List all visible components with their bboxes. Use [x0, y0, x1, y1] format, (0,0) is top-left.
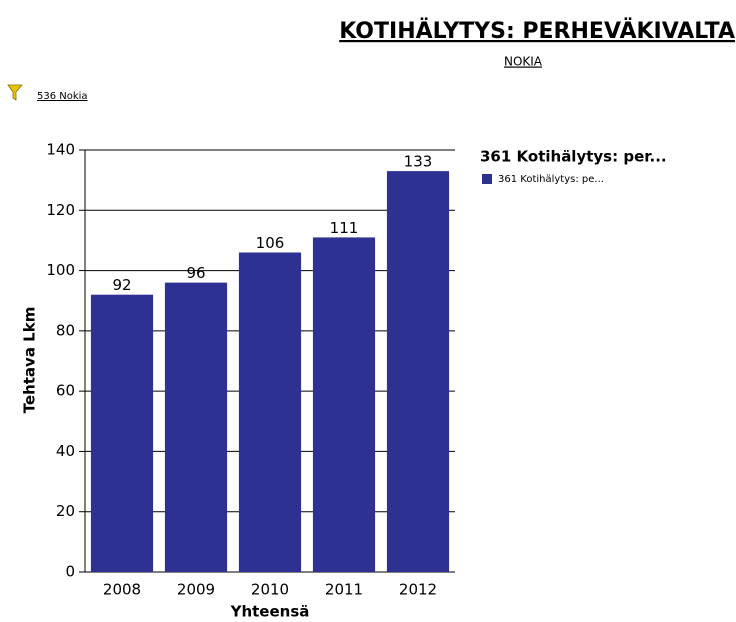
value-label: 133 [404, 153, 433, 171]
chart-subtitle: NOKIA [504, 55, 543, 69]
x-tick-label: 2009 [177, 581, 215, 599]
y-tick-label: 40 [56, 442, 75, 460]
value-label: 111 [330, 219, 359, 237]
y-tick-label: 20 [56, 502, 75, 520]
bar [312, 237, 376, 572]
y-axis-title: Tehtava Lkm [21, 307, 39, 414]
x-tick-label: 2011 [325, 581, 363, 599]
bar [90, 294, 154, 572]
legend-title: 361 Kotihälytys: per... [480, 148, 667, 166]
value-label: 92 [112, 276, 131, 294]
bar [164, 282, 228, 572]
chart-title: KOTIHÄLYTYS: PERHEVÄKIVALTA [339, 18, 735, 44]
x-axis-title: Yhteensä [230, 603, 310, 621]
y-tick-label: 100 [46, 261, 75, 279]
x-tick-label: 2008 [103, 581, 141, 599]
bar [386, 171, 450, 572]
filter-link[interactable]: 536 Nokia [37, 91, 88, 102]
legend-swatch [482, 174, 492, 184]
bar [238, 252, 302, 572]
value-label: 106 [256, 234, 285, 252]
x-tick-label: 2012 [399, 581, 437, 599]
y-tick-label: 60 [56, 382, 75, 400]
y-tick-label: 0 [65, 563, 75, 581]
filter-icon[interactable] [7, 84, 23, 101]
y-tick-label: 140 [46, 141, 75, 159]
legend-label: 361 Kotihälytys: pe... [498, 174, 604, 185]
y-tick-label: 120 [46, 201, 75, 219]
y-tick-label: 80 [56, 321, 75, 339]
x-tick-label: 2010 [251, 581, 289, 599]
value-label: 96 [186, 264, 205, 282]
